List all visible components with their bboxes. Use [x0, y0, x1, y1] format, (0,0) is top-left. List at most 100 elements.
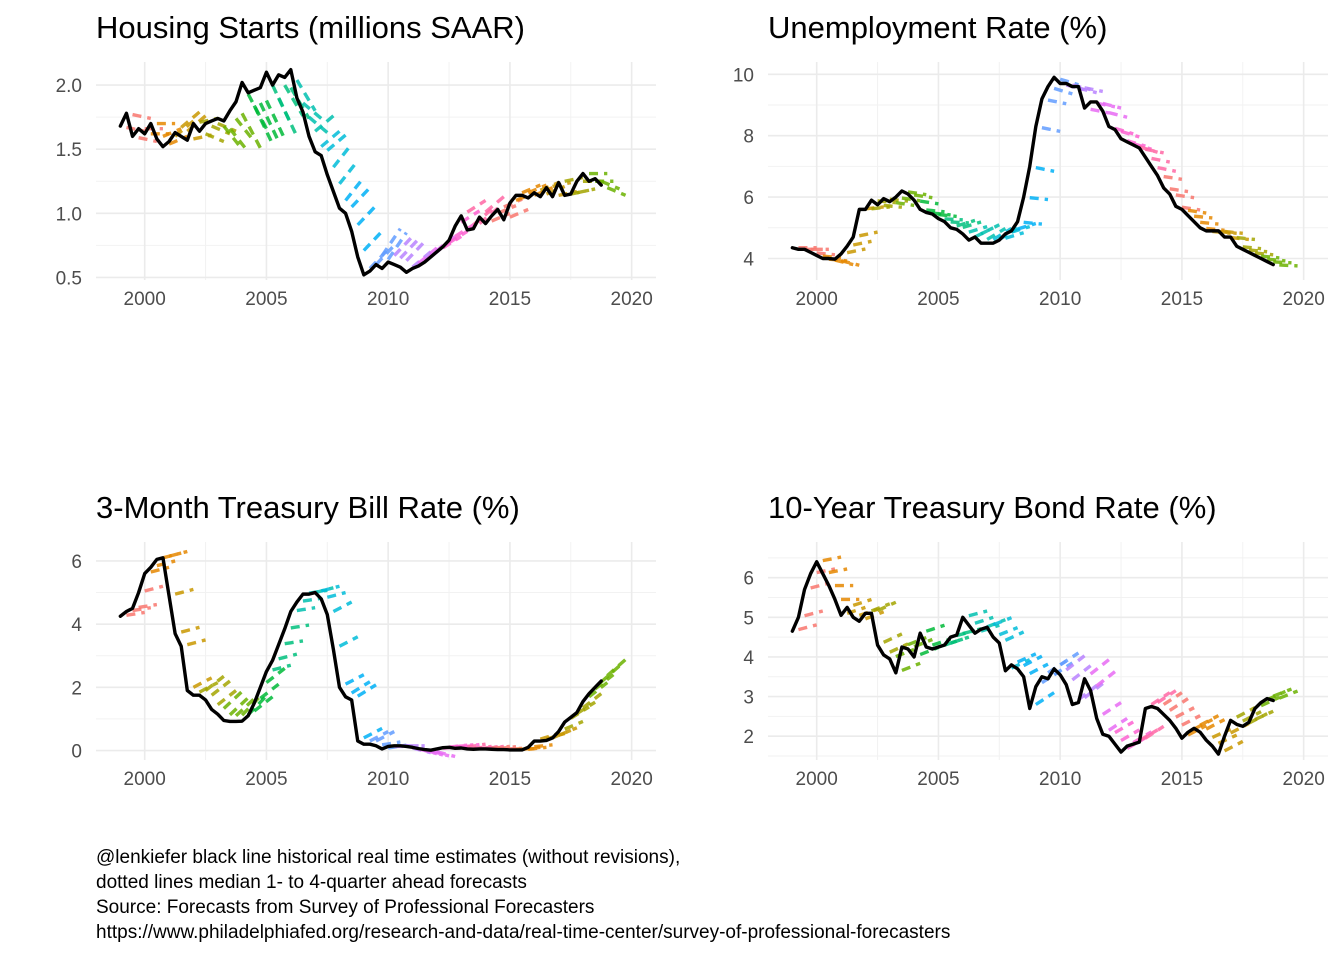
- actual-series-line: [790, 75, 1275, 267]
- forecast-line: [1138, 145, 1159, 154]
- forecast-line: [1016, 652, 1037, 664]
- forecast-line: [1004, 630, 1025, 642]
- forecast-line: [1175, 706, 1195, 719]
- forecast-line: [1034, 691, 1056, 706]
- forecast-line: [576, 187, 596, 195]
- forecast-line: [156, 559, 176, 568]
- caption-line-attribution: @lenkiefer black line historical real ti…: [96, 847, 681, 868]
- major-grid: [96, 62, 656, 280]
- forecast-line: [162, 551, 182, 560]
- y-tick-label: 4: [71, 615, 82, 636]
- x-tick-label: 2000: [124, 289, 166, 310]
- forecast-line: [162, 127, 182, 138]
- forecast-line: [1132, 730, 1153, 745]
- minor-grid: [96, 542, 656, 760]
- forecast-series: [126, 549, 627, 759]
- forecast-line: [575, 700, 597, 715]
- forecast-line: [417, 246, 438, 265]
- chart-title: 10-Year Treasury Bond Rate (%): [768, 490, 1217, 525]
- forecast-line: [362, 230, 384, 252]
- forecast-line: [1206, 226, 1225, 232]
- y-tick-label: 6: [743, 188, 754, 209]
- forecast-line: [606, 186, 627, 197]
- y-tick-label: 5: [743, 608, 754, 629]
- forecast-line: [1223, 739, 1244, 753]
- forecast-line: [943, 637, 964, 647]
- forecast-line: [1156, 689, 1177, 704]
- forecast-line: [1022, 654, 1043, 668]
- forecast-line: [1083, 682, 1104, 700]
- x-tick-label: 2000: [796, 289, 838, 310]
- forecast-line: [581, 692, 603, 710]
- forecast-line: [350, 680, 371, 695]
- forecast-line: [816, 251, 836, 257]
- forecast-line: [1004, 231, 1025, 240]
- forecast-line: [374, 244, 396, 266]
- forecast-line: [1041, 126, 1061, 134]
- forecast-line: [1181, 714, 1201, 727]
- y-tick-label: 4: [743, 648, 754, 669]
- forecast-line: [1278, 689, 1299, 700]
- forecast-line: [277, 97, 299, 138]
- forecast-line: [521, 183, 542, 195]
- y-tick-label: 0.5: [56, 268, 82, 289]
- chart-title: Housing Starts (millions SAAR): [96, 10, 525, 45]
- forecast-line: [1150, 691, 1171, 706]
- forecast-line: [876, 600, 897, 613]
- forecast-line: [828, 567, 848, 575]
- forecast-line: [1241, 710, 1262, 723]
- forecast-line: [1248, 248, 1268, 254]
- chart-title: Unemployment Rate (%): [768, 10, 1108, 45]
- forecast-line: [974, 615, 994, 625]
- forecast-line: [1193, 718, 1214, 731]
- forecast-line: [1200, 220, 1219, 226]
- x-tick-label: 2015: [489, 289, 531, 310]
- forecast-line: [1230, 235, 1250, 242]
- forecast-line: [980, 623, 1000, 633]
- forecast-line: [1138, 728, 1159, 743]
- forecast-line: [980, 223, 1001, 236]
- chart-title: 3-Month Treasury Bill Rate (%): [96, 490, 520, 525]
- x-tick-label: 2010: [367, 769, 409, 790]
- forecast-line: [314, 586, 334, 595]
- forecast-line: [180, 110, 201, 129]
- forecast-line: [564, 719, 584, 731]
- forecast-line: [1236, 235, 1256, 242]
- forecast-line: [1224, 229, 1243, 236]
- forecast-line: [1162, 691, 1183, 706]
- forecast-line: [1047, 98, 1067, 106]
- y-tick-label: 1.5: [56, 140, 82, 161]
- forecast-line: [253, 695, 274, 713]
- forecast-line: [234, 697, 256, 718]
- caption-line-url: https://www.philadelphiafed.org/research…: [96, 922, 951, 943]
- forecast-line: [527, 183, 548, 195]
- forecast-line: [252, 104, 275, 145]
- forecast-line: [852, 239, 872, 247]
- forecast-line: [216, 689, 238, 707]
- minor-grid: [96, 62, 656, 280]
- forecast-line: [557, 726, 578, 737]
- y-tick-label: 2: [71, 678, 82, 699]
- forecast-line: [454, 223, 475, 238]
- forecast-line: [295, 79, 317, 112]
- forecast-line: [895, 200, 915, 208]
- forecast-line: [467, 742, 486, 749]
- chart-plot: 2000 2005 2010 2015 2020 0 2 4 6: [71, 542, 656, 790]
- forecast-line: [393, 235, 414, 257]
- forecast-line: [198, 681, 219, 694]
- forecast-line: [290, 623, 310, 630]
- x-tick-label: 2000: [796, 769, 838, 790]
- forecast-line: [356, 683, 377, 698]
- forecast-line: [852, 597, 873, 608]
- forecast-line: [332, 143, 353, 169]
- forecast-line: [864, 610, 885, 621]
- forecast-line: [600, 664, 621, 684]
- x-tick-label: 2020: [611, 289, 653, 310]
- forecast-line: [284, 639, 304, 646]
- actual-series-line: [118, 67, 603, 277]
- actual-series-line: [790, 560, 1275, 756]
- forecast-line: [375, 730, 396, 743]
- forecast-series: [126, 79, 627, 270]
- forecast-line: [1089, 658, 1110, 676]
- forecast-line: [932, 211, 951, 217]
